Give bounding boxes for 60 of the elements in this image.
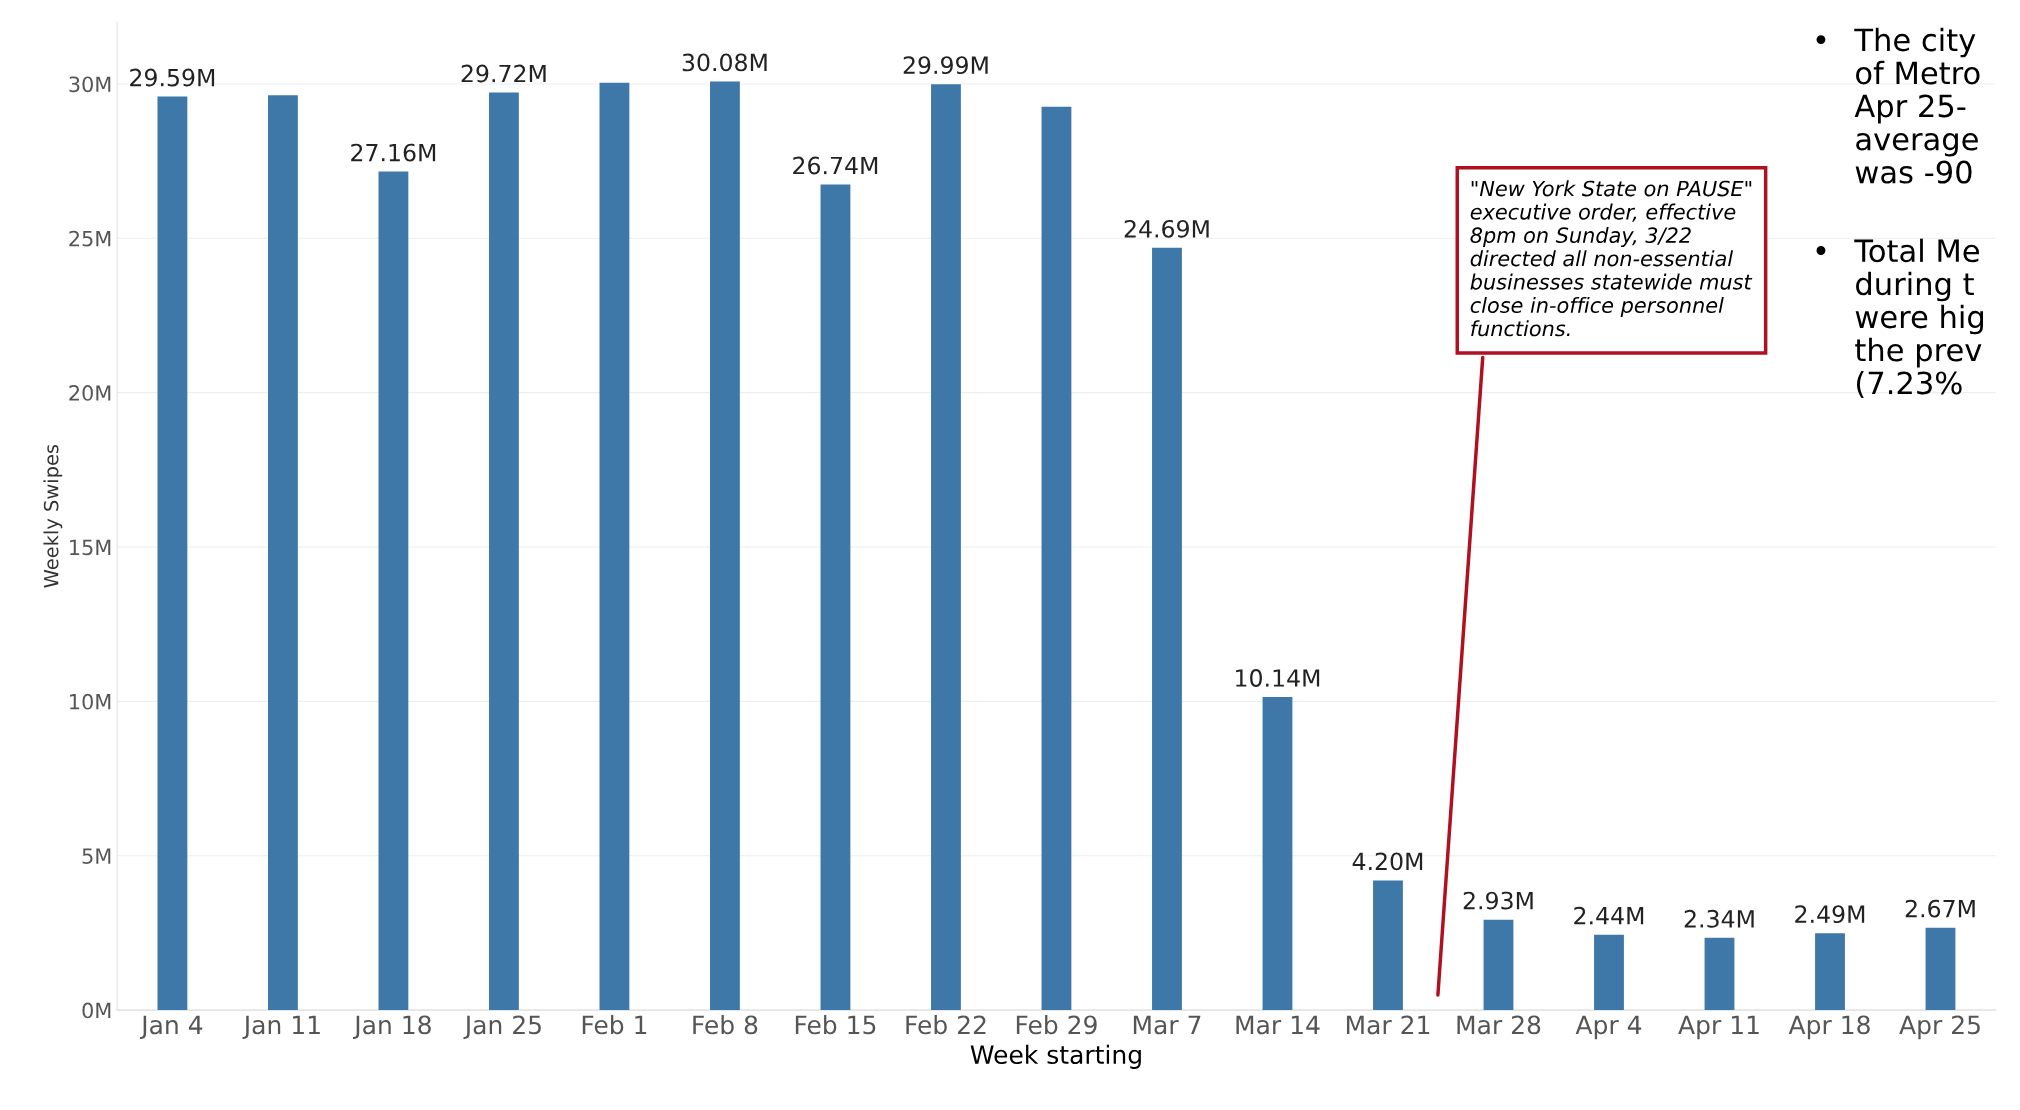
data-label: 29.59M <box>130 68 215 87</box>
x-tick-label: Mar 14 <box>1236 1015 1320 1035</box>
bar <box>1815 933 1845 1011</box>
x-tick-label: Feb 15 <box>795 1014 876 1035</box>
x-axis-title: Week starting <box>970 1044 1141 1069</box>
x-tick-label: Jan 11 <box>242 1015 320 1039</box>
y-axis-title: Weekly Swipes <box>43 444 63 588</box>
annotation: "New York State on PAUSE" executive order, effective 8pm on Sunday, 3/22 directed all non-essential businesses statewide must close in-office personnel functions. <box>1470 180 1753 337</box>
data-label: 10.14M <box>1236 669 1320 687</box>
bar <box>599 82 630 1011</box>
x-tick-label: Apr 25 <box>1899 1015 1980 1040</box>
data-label: 2.34M <box>1684 909 1754 928</box>
x-tick-label: Jan 4 <box>139 1015 203 1039</box>
data-label: 4.20M <box>1352 852 1423 871</box>
bar <box>931 84 961 1011</box>
x-tick-label: Apr 18 <box>1788 1015 1870 1040</box>
y-tick-label: 30M <box>69 76 111 93</box>
x-tick-label: Jan 18 <box>352 1015 431 1039</box>
data-label: 2.49M <box>1795 905 1865 924</box>
y-tick-label: 20M <box>69 385 111 401</box>
y-tick-label: 10M <box>70 693 111 710</box>
x-tick-label: Mar 7 <box>1133 1015 1201 1035</box>
annotation: • Total Me during t were hig the prev (7.23% <box>1816 238 1984 399</box>
data-label: 29.72M <box>461 64 546 83</box>
data-label: 2.67M <box>1905 899 1975 918</box>
bar <box>1483 919 1514 1011</box>
bar <box>489 92 519 1011</box>
x-tick-label: Jan 25 <box>463 1015 541 1039</box>
bar <box>157 96 188 1011</box>
annotation: • The city of Metro Apr 25- average was -90 <box>1816 27 1980 184</box>
x-tick-label: Feb 29 <box>1016 1014 1097 1035</box>
bar <box>710 81 740 1011</box>
bar <box>1925 927 1956 1011</box>
y-tick-label: 5M <box>82 848 111 864</box>
data-label: 2.93M <box>1463 891 1533 910</box>
bar <box>1594 934 1624 1011</box>
y-tick-label: 25M <box>69 230 111 247</box>
x-tick-label: Feb 22 <box>906 1014 986 1035</box>
data-label: 30.08M <box>682 53 767 72</box>
data-label: 24.69M <box>1124 219 1209 238</box>
bar <box>820 184 851 1011</box>
x-tick-label: Mar 28 <box>1457 1015 1541 1035</box>
data-label: 26.74M <box>793 156 878 175</box>
bar <box>268 95 298 1011</box>
x-tick-label: Apr 4 <box>1575 1015 1642 1040</box>
bar <box>1152 247 1182 1011</box>
bar <box>378 171 409 1011</box>
y-tick-label: 0M <box>82 1002 111 1019</box>
bar <box>1262 697 1293 1011</box>
y-tick-label: 15M <box>70 539 111 556</box>
bar <box>1704 937 1735 1011</box>
x-tick-label: Mar 21 <box>1346 1015 1430 1035</box>
data-label: 2.44M <box>1574 906 1644 925</box>
x-tick-label: Feb 8 <box>693 1014 758 1035</box>
data-label: 27.16M <box>351 143 436 162</box>
data-label: 29.99M <box>903 56 988 75</box>
x-tick-label: Feb 1 <box>582 1014 647 1035</box>
x-tick-label: Apr 11 <box>1678 1015 1759 1040</box>
bar <box>1373 880 1403 1011</box>
bar <box>1041 106 1072 1011</box>
